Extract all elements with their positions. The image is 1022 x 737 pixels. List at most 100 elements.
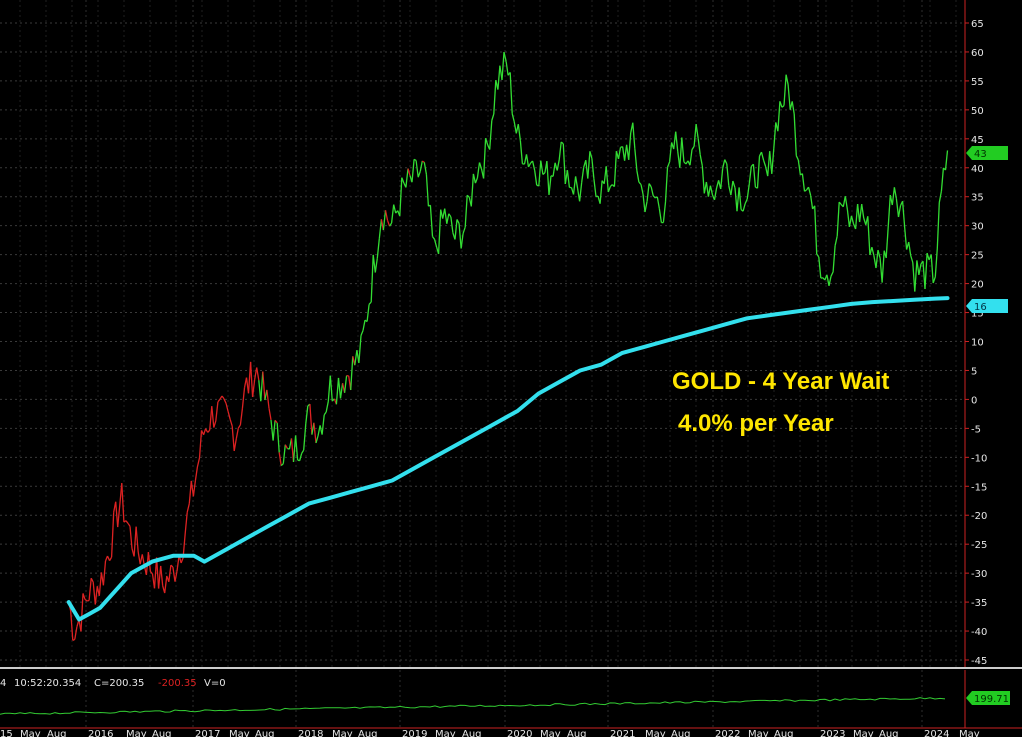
price-segment [233, 438, 237, 452]
price-segment [695, 124, 699, 139]
price-segment [767, 151, 771, 177]
price-segment [207, 429, 211, 433]
x-tick-label: 15 [0, 729, 13, 737]
price-segment [354, 350, 358, 366]
price-segment [313, 422, 317, 444]
price-segment [74, 626, 78, 640]
price-segment [903, 226, 908, 250]
price-segment [756, 156, 761, 189]
price-segment [748, 166, 752, 184]
price-segment [229, 419, 233, 427]
price-segment [429, 205, 434, 237]
price-segment [944, 150, 949, 171]
price-segment [581, 167, 585, 183]
price-segment [174, 571, 178, 582]
x-tick-label: May [435, 729, 456, 737]
y-tick-label: -15 [971, 482, 987, 493]
price-segment [393, 204, 397, 214]
x-tick-label: May [645, 729, 666, 737]
price-segment [470, 173, 475, 207]
price-segment [720, 168, 724, 190]
price-segment [785, 74, 789, 85]
y-tick-label: 0 [971, 395, 977, 406]
price-segment [411, 159, 415, 183]
price-segment [305, 405, 309, 424]
price-segment [155, 557, 160, 589]
price-segment [266, 389, 270, 409]
x-tick-label: 2019 [402, 729, 427, 737]
price-segment [846, 209, 851, 227]
x-tick-label: Aug [671, 729, 691, 737]
price-segment [531, 160, 536, 171]
price-segment [249, 361, 254, 398]
price-segment [282, 444, 286, 464]
x-tick-label: Aug [358, 729, 378, 737]
price-segment [901, 201, 906, 227]
price-segment [184, 512, 188, 534]
price-segment [194, 466, 199, 481]
price-segment [260, 371, 264, 402]
price-segment [315, 435, 319, 444]
price-segment [88, 578, 92, 601]
price-segment [858, 204, 863, 223]
price-segment [856, 204, 861, 223]
price-segment [640, 184, 644, 195]
y-tick-label: -20 [971, 511, 987, 522]
status-close: C=200.35 [94, 678, 144, 689]
price-segment [370, 254, 374, 303]
price-segment [476, 162, 481, 179]
price-tag-label: 43 [974, 149, 987, 160]
price-segment [936, 202, 940, 249]
price-series [68, 51, 949, 641]
price-segment [472, 173, 477, 184]
price-segment [783, 74, 787, 106]
x-tick-label: May [332, 729, 353, 737]
y-tick-label: 20 [971, 280, 984, 291]
x-tick-label: Aug [47, 729, 67, 737]
price-segment [534, 170, 538, 186]
price-segment [501, 52, 505, 80]
price-segment [386, 220, 391, 227]
price-segment [262, 371, 266, 401]
price-segment [329, 375, 333, 402]
price-segment [607, 186, 611, 193]
price-segment [372, 254, 376, 273]
price-segment [918, 263, 922, 276]
price-segment [241, 387, 246, 409]
price-segment [425, 174, 430, 207]
price-segment [932, 276, 936, 284]
price-segment [360, 330, 364, 336]
last-value-tag-average: 16 [966, 299, 1008, 313]
price-segment [415, 160, 419, 178]
price-segment [133, 526, 137, 557]
price-segment [587, 151, 591, 179]
x-tick-label: Aug [255, 729, 275, 737]
price-segment [90, 577, 94, 583]
price-segment [697, 138, 701, 155]
price-segment [407, 168, 411, 176]
price-segment [648, 183, 652, 188]
price-segment [376, 238, 380, 259]
status-time: 10:52:20.354 [14, 678, 81, 689]
price-segment [834, 235, 838, 246]
status-volume: V=0 [204, 678, 226, 689]
price-segment [546, 161, 550, 195]
price-segment [109, 556, 113, 562]
y-tick-label: -30 [971, 569, 987, 580]
price-segment [458, 223, 462, 249]
price-segment [117, 504, 121, 528]
price-segment [188, 480, 192, 504]
price-segment [801, 173, 806, 192]
price-segment [666, 161, 671, 168]
x-tick-label: 2016 [88, 729, 113, 737]
x-tick-label: Aug [152, 729, 172, 737]
price-segment [732, 180, 736, 188]
price-segment [421, 160, 425, 163]
price-segment [591, 158, 595, 179]
price-segment [836, 202, 840, 237]
price-segment [713, 187, 718, 201]
price-segment [164, 575, 168, 594]
x-tick-label: May [959, 729, 980, 737]
price-segment [160, 565, 164, 586]
x-tick-label: May [540, 729, 561, 737]
